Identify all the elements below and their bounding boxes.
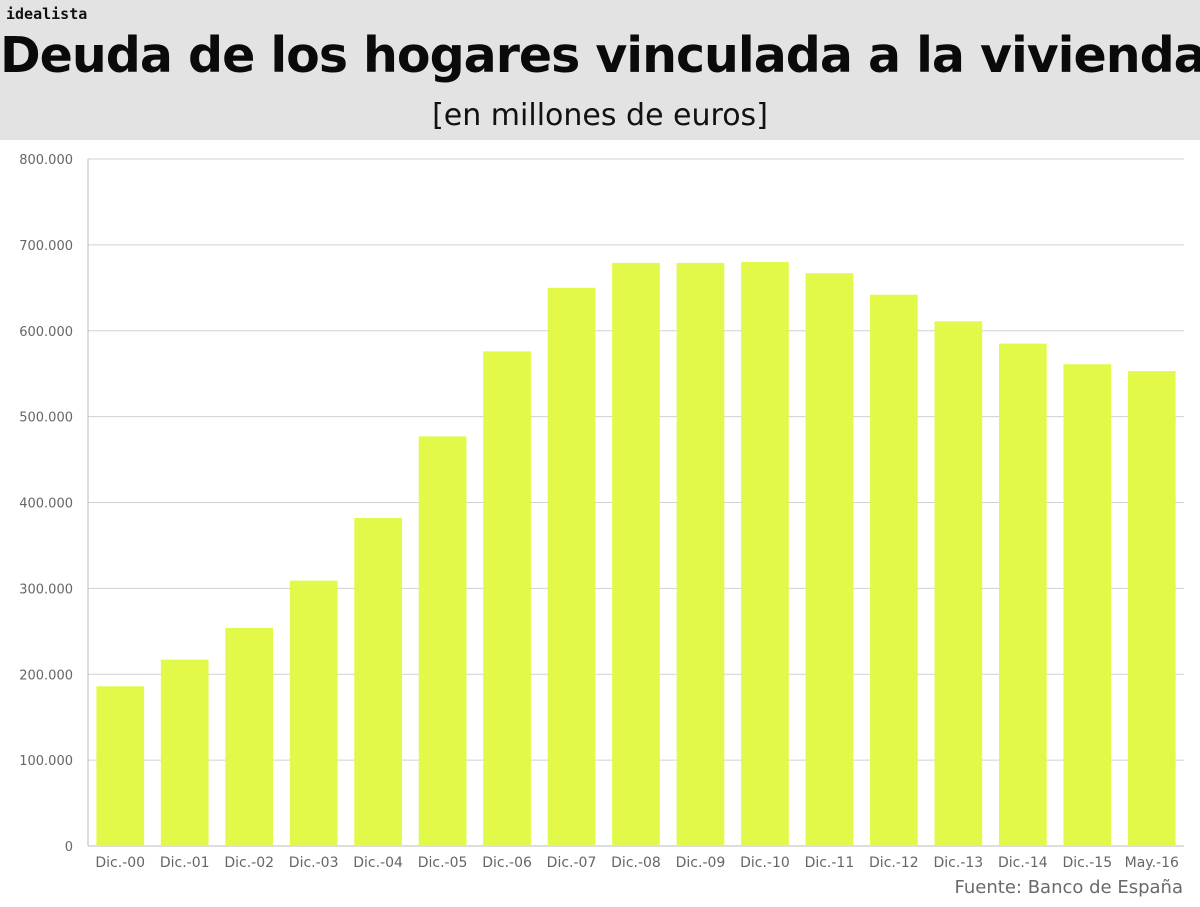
y-tick-label: 300.000 <box>19 582 73 597</box>
x-tick-label: Dic.-05 <box>418 855 468 871</box>
x-tick-label: Dic.-07 <box>547 855 597 871</box>
bar <box>418 436 467 846</box>
bar <box>289 580 338 846</box>
bar <box>547 287 596 846</box>
x-tick-label: Dic.-09 <box>676 855 726 871</box>
header-band: idealista Deuda de los hogares vinculada… <box>0 0 1200 140</box>
bar <box>96 686 145 846</box>
y-tick-label: 500.000 <box>19 411 73 426</box>
x-tick-label: Dic.-02 <box>224 855 274 871</box>
bar <box>1127 371 1176 846</box>
y-tick-label: 700.000 <box>19 239 73 254</box>
y-tick-label: 600.000 <box>19 325 73 340</box>
bar <box>612 262 660 846</box>
x-tick-label: Dic.-00 <box>95 855 145 871</box>
x-tick-label: Dic.-04 <box>353 855 403 871</box>
x-tick-label: May.-16 <box>1125 855 1179 871</box>
bar <box>870 294 918 846</box>
bar <box>934 321 983 847</box>
bar <box>225 627 274 846</box>
bar <box>998 343 1047 846</box>
x-tick-label: Dic.-01 <box>160 855 210 871</box>
bar <box>676 262 725 846</box>
bar <box>805 273 854 846</box>
bar <box>741 262 789 846</box>
idealista-logo: idealista <box>6 5 88 23</box>
x-tick-label: Dic.-13 <box>934 855 984 871</box>
y-tick-label: 200.000 <box>19 668 73 683</box>
x-tick-label: Dic.-11 <box>805 855 855 871</box>
y-tick-label: 400.000 <box>19 497 73 512</box>
y-tick-label: 100.000 <box>19 754 73 769</box>
x-tick-label: Dic.-14 <box>998 855 1048 871</box>
source-note: Fuente: Banco de España <box>954 877 1183 898</box>
chart-title: Deuda de los hogares vinculada a la vivi… <box>0 27 1200 84</box>
bar <box>483 351 531 846</box>
y-tick-label: 800.000 <box>19 153 73 168</box>
y-tick-label: 0 <box>65 840 73 855</box>
x-tick-label: Dic.-03 <box>289 855 339 871</box>
bar <box>354 517 402 846</box>
x-tick-label: Dic.-10 <box>740 855 790 871</box>
bar <box>160 659 209 846</box>
x-tick-label: Dic.-06 <box>482 855 532 871</box>
x-tick-label: Dic.-08 <box>611 855 661 871</box>
chart-subtitle: [en millones de euros] <box>432 98 768 133</box>
bar <box>1063 364 1112 846</box>
x-tick-label: Dic.-12 <box>869 855 919 871</box>
x-tick-label: Dic.-15 <box>1062 855 1112 871</box>
